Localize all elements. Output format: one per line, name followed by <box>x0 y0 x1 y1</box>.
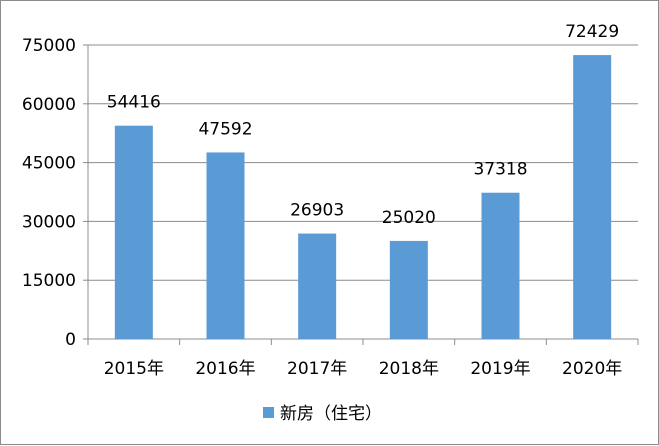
bar <box>573 55 612 340</box>
data-label: 25020 <box>382 208 436 228</box>
data-label: 37318 <box>473 160 527 180</box>
y-tick-label: 60000 <box>22 95 76 115</box>
x-tick-label: 2019年 <box>470 359 530 379</box>
y-tick-label: 30000 <box>22 212 76 232</box>
y-tick-label: 15000 <box>22 271 76 291</box>
legend-swatch <box>263 407 274 418</box>
data-labels: 54416 47592 26903 25020 37318 72429 <box>107 22 619 228</box>
y-tick-label: 0 <box>65 330 76 350</box>
x-tick-label: 2015年 <box>104 359 164 379</box>
gridlines <box>88 44 638 281</box>
bar <box>481 192 520 339</box>
x-tick-label: 2020年 <box>562 359 622 379</box>
legend-label: 新房（住宅） <box>280 404 382 424</box>
axes <box>83 44 639 345</box>
bar <box>206 152 245 339</box>
data-label: 72429 <box>565 22 619 42</box>
bars <box>114 55 612 340</box>
x-tick-label: 2016年 <box>195 359 255 379</box>
data-label: 47592 <box>198 119 252 139</box>
data-label: 26903 <box>290 201 344 221</box>
tick-labels: 0 15000 30000 45000 60000 75000 2015年 2016年 2017… <box>22 36 622 379</box>
x-tick-label: 2017年 <box>287 359 347 379</box>
bar <box>298 233 337 339</box>
legend: 新房（住宅） <box>263 404 382 424</box>
bar <box>389 240 428 339</box>
y-tick-label: 75000 <box>22 36 76 56</box>
data-label: 54416 <box>107 93 161 113</box>
y-tick-label: 45000 <box>22 154 76 174</box>
x-tick-label: 2018年 <box>379 359 439 379</box>
bar <box>114 125 153 340</box>
